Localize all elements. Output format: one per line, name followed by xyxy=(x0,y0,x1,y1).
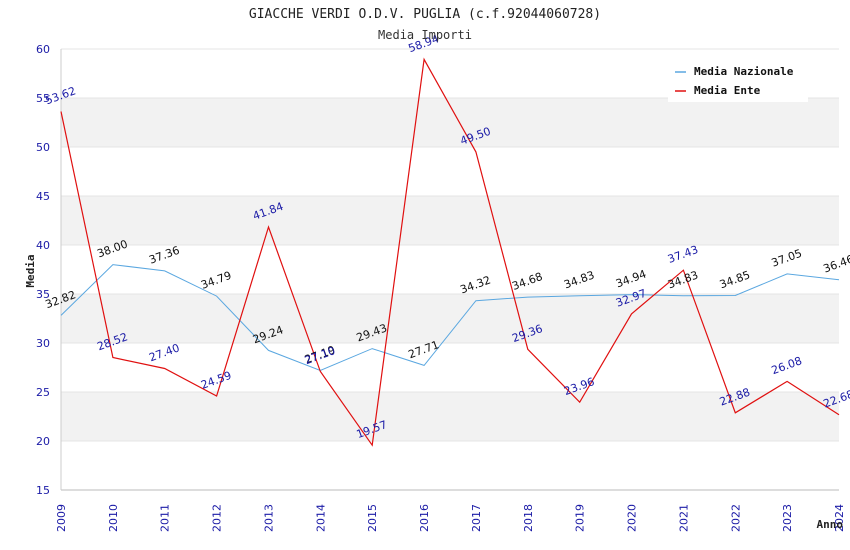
grid-band xyxy=(61,294,839,343)
x-tick-label: 2020 xyxy=(626,504,639,532)
y-tick-label: 60 xyxy=(36,43,50,56)
data-label-nazionale: 34.83 xyxy=(666,268,700,291)
x-tick-label: 2017 xyxy=(470,504,483,532)
y-axis-label: Media xyxy=(24,254,37,287)
x-tick-label: 2009 xyxy=(55,504,68,532)
x-tick-label: 2012 xyxy=(211,504,224,532)
legend-box xyxy=(668,58,808,102)
y-tick-label: 25 xyxy=(36,386,50,399)
data-label-nazionale: 34.68 xyxy=(510,270,544,293)
x-tick-label: 2019 xyxy=(574,504,587,532)
x-tick-label: 2022 xyxy=(729,504,742,532)
grid-band xyxy=(61,196,839,245)
legend-label-nazionale: Media Nazionale xyxy=(694,65,794,78)
x-tick-label: 2014 xyxy=(314,504,327,532)
y-tick-label: 15 xyxy=(36,484,50,497)
data-label-nazionale: 34.32 xyxy=(459,273,493,296)
data-label-nazionale: 34.85 xyxy=(718,268,752,291)
y-tick-labels: 15 20 25 30 35 40 45 50 55 60 xyxy=(36,43,50,497)
data-label-nazionale: 37.05 xyxy=(770,247,804,270)
series-lines xyxy=(60,57,840,447)
data-label-ente: 37.43 xyxy=(666,243,700,266)
data-label-nazionale: 34.83 xyxy=(562,268,596,291)
x-tick-label: 2011 xyxy=(159,504,172,532)
y-tick-label: 50 xyxy=(36,141,50,154)
series-line-ente xyxy=(60,57,840,447)
x-tick-labels: 2009 2010 2011 2012 2013 2014 2015 2016 2017 2018… xyxy=(55,504,846,532)
grid-bands xyxy=(61,98,839,441)
data-label-ente: 26.08 xyxy=(770,354,804,377)
x-tick-label: 2016 xyxy=(418,504,431,532)
x-tick-label: 2013 xyxy=(262,504,275,532)
x-tick-label: 2023 xyxy=(781,504,794,532)
x-tick-label: 2010 xyxy=(107,504,120,532)
y-tick-label: 40 xyxy=(36,239,50,252)
y-tick-label: 30 xyxy=(36,337,50,350)
chart-subtitle: Media Importi xyxy=(378,28,472,42)
grid-band xyxy=(61,392,839,441)
y-tick-label: 20 xyxy=(36,435,50,448)
x-tick-label: 2024 xyxy=(833,504,846,532)
chart-title: GIACCHE VERDI O.D.V. PUGLIA (c.f.9204406… xyxy=(249,7,601,22)
legend: Media Nazionale Media Ente xyxy=(668,58,808,102)
x-tick-label: 2018 xyxy=(522,504,535,532)
series-line-nazionale xyxy=(60,264,840,372)
y-tick-label: 55 xyxy=(36,92,50,105)
data-label-nazionale: 34.79 xyxy=(199,269,233,292)
y-tick-label: 35 xyxy=(36,288,50,301)
legend-label-ente: Media Ente xyxy=(694,84,761,97)
data-label-ente: 27.40 xyxy=(147,341,181,364)
y-tick-label: 45 xyxy=(36,190,50,203)
data-label-nazionale: 36.46 xyxy=(822,253,850,276)
x-tick-label: 2015 xyxy=(366,504,379,532)
x-tick-label: 2021 xyxy=(677,504,690,532)
x-axis-label: Anno xyxy=(817,518,844,531)
data-label-ente: 24.59 xyxy=(199,369,233,392)
data-label-nazionale: 37.36 xyxy=(147,244,181,267)
